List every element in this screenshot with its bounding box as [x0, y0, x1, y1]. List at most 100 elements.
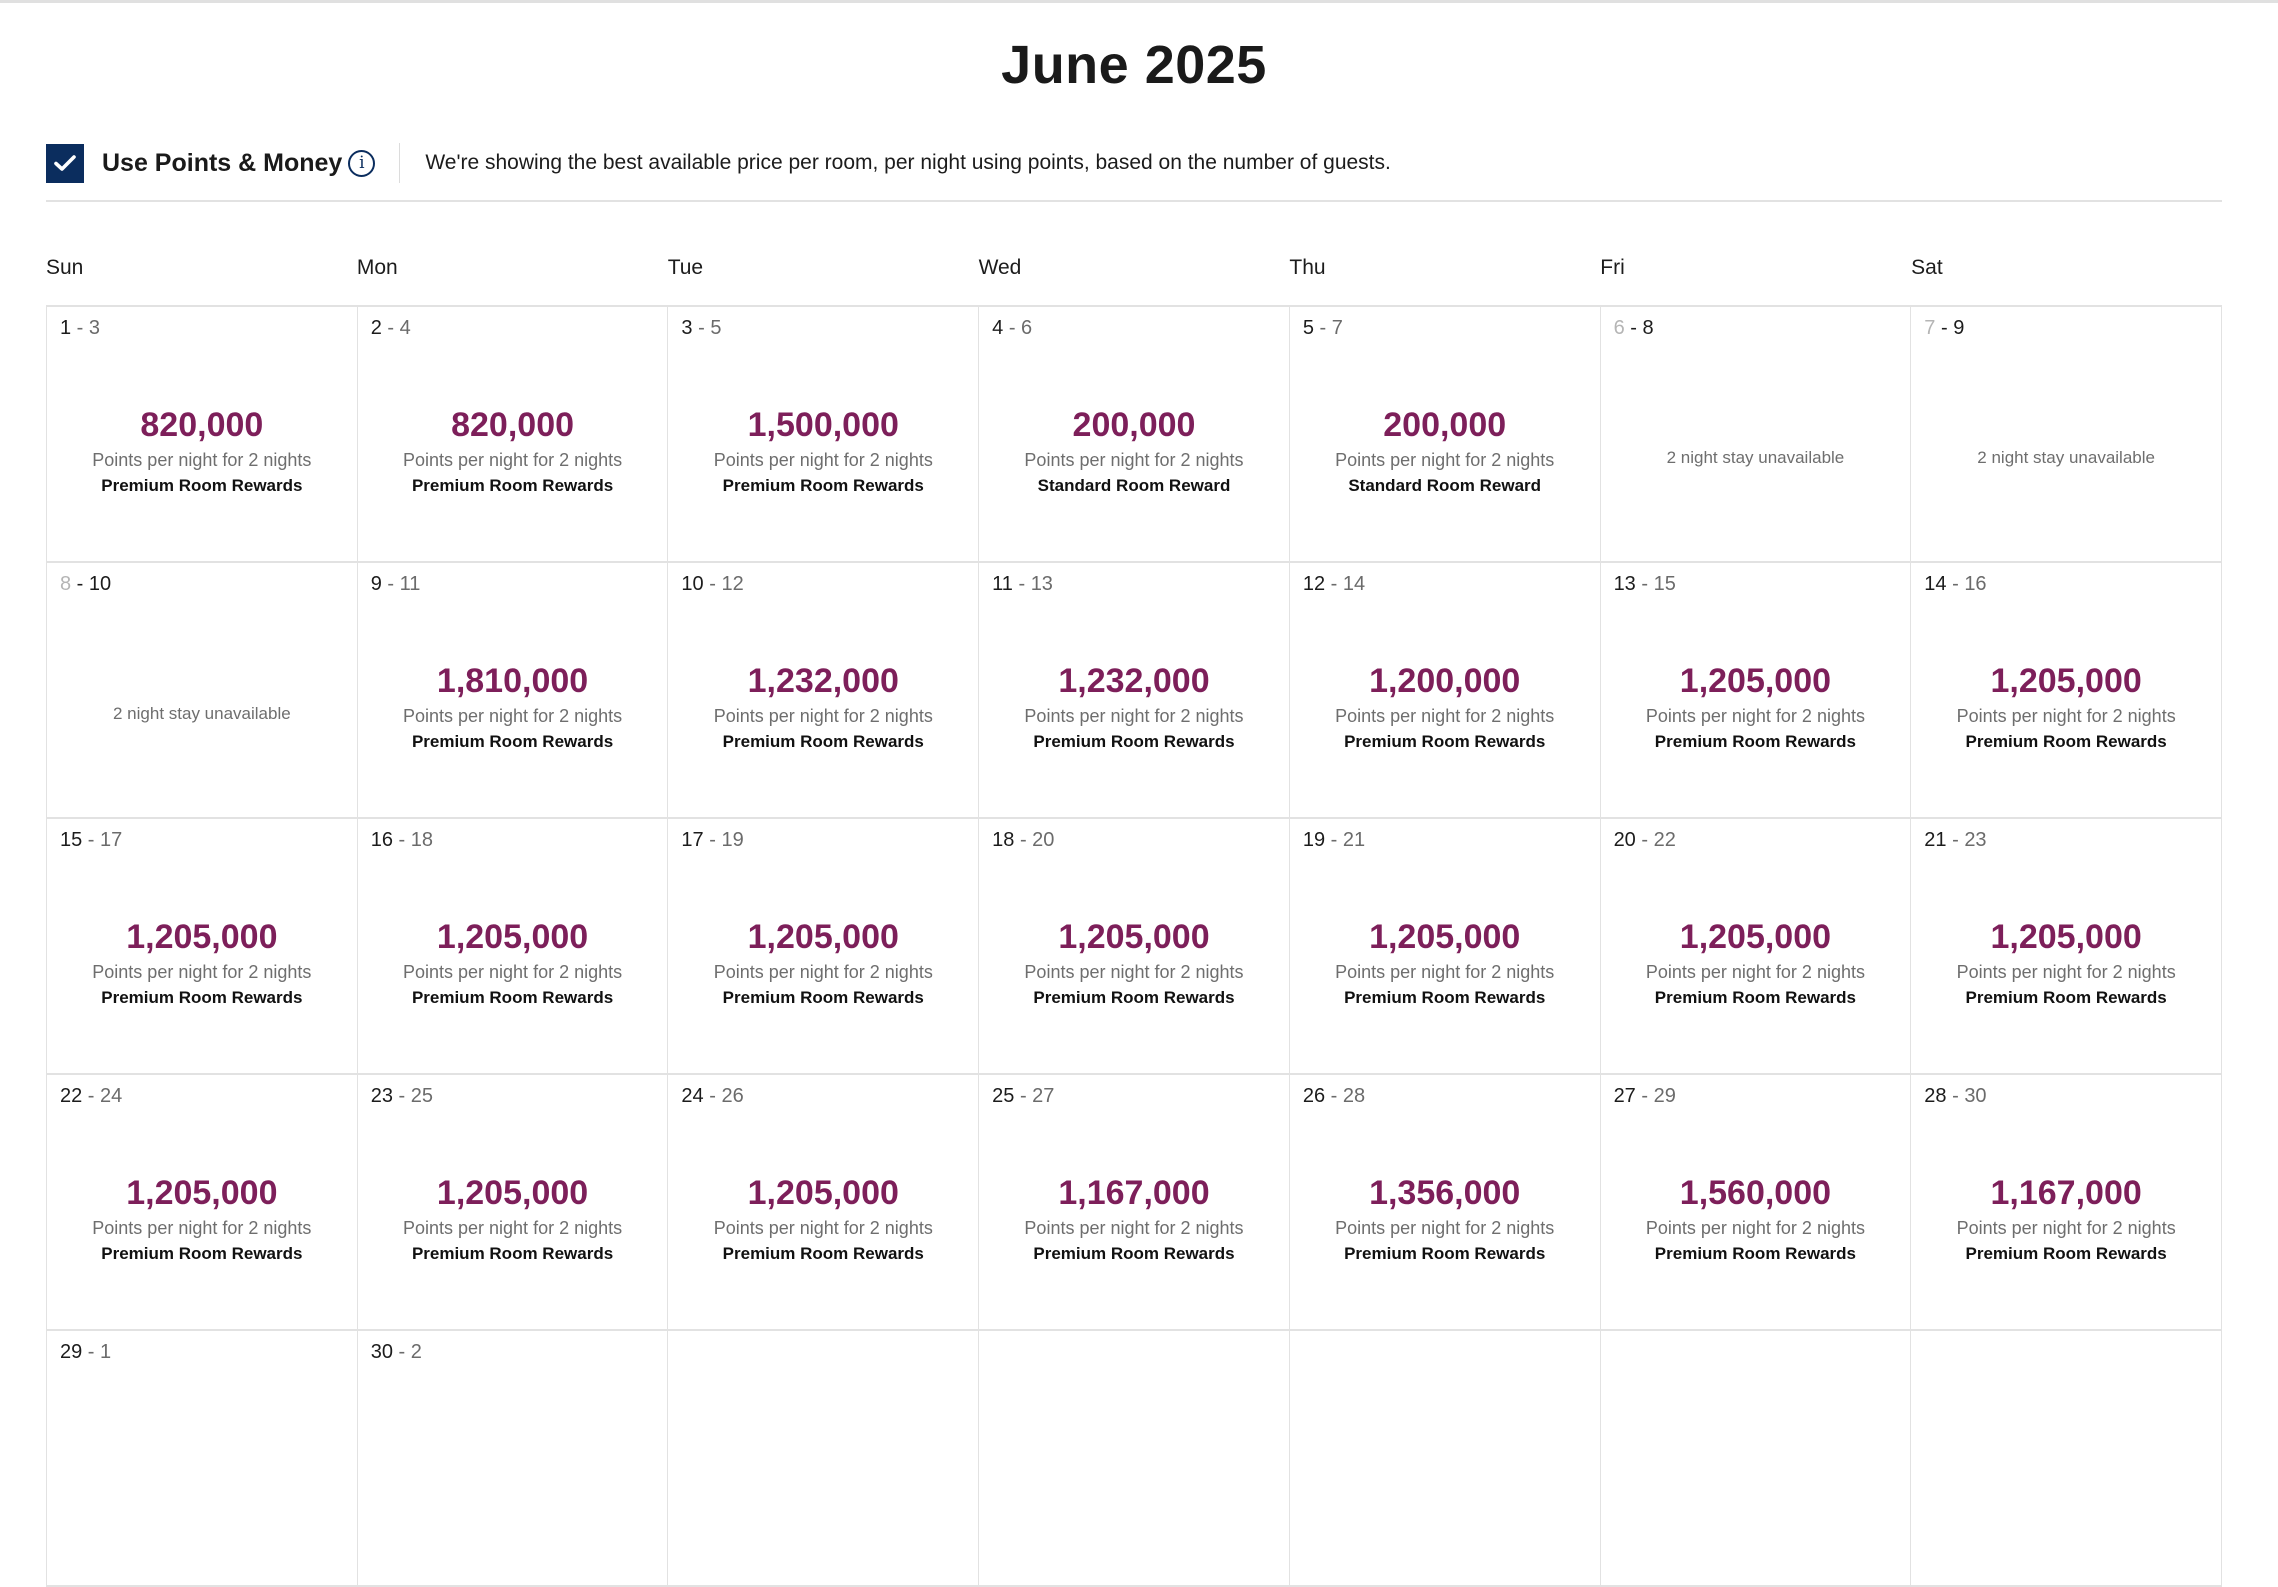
check-in-date: 23 [370, 1085, 393, 1107]
calendar-cell[interactable]: 10 - 12 1,232,000 Points per night for 2 n… [668, 563, 980, 819]
points-price: 1,560,000 [1679, 1174, 1832, 1212]
points-note: Points per night for 2 nights [1335, 706, 1555, 726]
check-out-date: 13 [1030, 573, 1053, 595]
stay-date-range: 4 - 6 [992, 317, 1032, 340]
calendar-cell[interactable]: 12 - 14 1,200,000 Points per night for 2 n… [1289, 563, 1601, 819]
room-type: Premium Room Rewards [1344, 1244, 1546, 1263]
check-in-date: 25 [992, 1085, 1015, 1107]
check-out-date: 3 [88, 317, 101, 339]
rate-info: 200,000 Points per night for 2 nights Stan… [979, 405, 1289, 497]
calendar-cell[interactable]: 15 - 17 1,205,000 Points per night for 2 n… [47, 819, 358, 1075]
calendar-cell[interactable]: 5 - 7 200,000 Points per night for 2 night… [1289, 307, 1601, 563]
calendar-cell[interactable]: 22 - 24 1,205,000 Points per night for 2 n… [47, 1075, 358, 1331]
room-type: Premium Room Rewards [722, 988, 924, 1007]
use-points-money-checkbox[interactable] [46, 143, 84, 183]
points-note: Points per night for 2 nights [1335, 962, 1555, 982]
points-price: 820,000 [140, 406, 264, 444]
calendar-cell[interactable]: 9 - 11 1,810,000 Points per night for 2 ni… [357, 563, 669, 819]
points-note: Points per night for 2 nights [1024, 706, 1244, 726]
calendar-cell-empty [979, 1331, 1290, 1587]
unavailable-message: 2 night stay unavailable [1666, 448, 1845, 467]
use-points-money-label[interactable]: Use Points & Money [102, 148, 343, 177]
date-separator: - [703, 829, 722, 851]
date-separator: - [71, 573, 89, 595]
date-separator: - [82, 829, 101, 851]
calendar-cell[interactable]: 3 - 5 1,500,000 Points per night for 2 nig… [668, 307, 980, 563]
calendar-cell[interactable]: 13 - 15 1,205,000 Points per night for 2 n… [1600, 563, 1912, 819]
calendar-cell[interactable]: 20 - 22 1,205,000 Points per night for 2 n… [1600, 819, 1912, 1075]
check-in-date: 12 [1302, 573, 1326, 595]
stay-date-range: 17 - 19 [681, 829, 743, 852]
rate-info: 1,232,000 Points per night for 2 nights Pr… [668, 661, 978, 753]
calendar-cell[interactable]: 27 - 29 1,560,000 Points per night for 2 n… [1600, 1075, 1912, 1331]
rate-info: 1,205,000 Points per night for 2 nights Pr… [1911, 917, 2221, 1009]
calendar-cell[interactable]: 18 - 20 1,205,000 Points per night for 2 n… [979, 819, 1290, 1075]
check-out-date: 28 [1342, 1085, 1366, 1107]
stay-date-range: 30 - 2 [371, 1341, 422, 1364]
room-type: Standard Room Reward [1037, 476, 1231, 495]
calendar-cell[interactable]: 4 - 6 200,000 Points per night for 2 night… [979, 307, 1290, 563]
points-price: 1,205,000 [747, 1174, 899, 1212]
check-in-date: 9 [370, 573, 382, 595]
points-note: Points per night for 2 nights [1956, 706, 2176, 726]
stay-date-range: 21 - 23 [1924, 829, 1986, 852]
calendar-cell[interactable]: 11 - 13 1,232,000 Points per night for 2 n… [979, 563, 1290, 819]
room-type: Premium Room Rewards [1344, 988, 1546, 1007]
check-in-date: 13 [1613, 573, 1636, 595]
divider [399, 143, 401, 183]
calendar-cell[interactable]: 14 - 16 1,205,000 Points per night for 2 n… [1911, 563, 2222, 819]
check-in-date: 2 [370, 317, 382, 339]
unavailable-message: 2 night stay unavailable [1977, 448, 2155, 467]
calendar-cell[interactable]: 30 - 2 [357, 1331, 669, 1587]
calendar-cell[interactable]: 17 - 19 1,205,000 Points per night for 2 n… [668, 819, 980, 1075]
calendar-cell[interactable]: 16 - 18 1,205,000 Points per night for 2 n… [357, 819, 669, 1075]
info-icon[interactable]: i [348, 149, 376, 177]
calendar-cell-unavailable[interactable]: 6 - 8 2 night stay unavailable [1600, 307, 1912, 563]
stay-date-range: 6 - 8 [1614, 317, 1654, 340]
stay-date-range: 22 - 24 [60, 1085, 122, 1108]
room-type: Premium Room Rewards [101, 476, 303, 495]
weekday-mon: Mon [356, 256, 398, 279]
calendar-cell[interactable]: 21 - 23 1,205,000 Points per night for 2 n… [1911, 819, 2222, 1075]
check-out-date: 8 [1642, 317, 1654, 339]
rate-info: 1,205,000 Points per night for 2 nights Pr… [47, 1173, 357, 1265]
checkmark-icon [54, 155, 76, 171]
calendar-cell[interactable]: 28 - 30 1,167,000 Points per night for 2 n… [1911, 1075, 2222, 1331]
points-price: 1,205,000 [126, 918, 278, 956]
top-border [0, 0, 2278, 3]
stay-date-range: 14 - 16 [1924, 573, 1986, 596]
month-title: June 2025 [1001, 35, 1267, 95]
check-in-date: 18 [992, 829, 1015, 851]
rate-info: 820,000 Points per night for 2 nights Prem… [47, 405, 357, 497]
date-separator: - [392, 1085, 411, 1107]
points-price: 1,167,000 [1058, 1174, 1210, 1212]
stay-date-range: 1 - 3 [60, 317, 100, 340]
points-price: 1,356,000 [1369, 1174, 1521, 1212]
check-in-date: 15 [60, 829, 83, 851]
calendar-cell-unavailable[interactable]: 8 - 10 2 night stay unavailable [47, 563, 358, 819]
check-out-date: 17 [100, 829, 123, 851]
calendar-cell[interactable]: 29 - 1 [47, 1331, 358, 1587]
stay-date-range: 11 - 13 [992, 573, 1053, 596]
rate-info: 1,205,000 Points per night for 2 nights Pr… [1290, 917, 1600, 1009]
calendar-cell[interactable]: 25 - 27 1,167,000 Points per night for 2 n… [979, 1075, 1290, 1331]
date-separator: - [381, 573, 400, 595]
check-out-date: 11 [399, 573, 421, 595]
points-note: Points per night for 2 nights [713, 450, 933, 470]
calendar-cell[interactable]: 1 - 3 820,000 Points per night for 2 night… [47, 307, 358, 563]
room-type: Premium Room Rewards [101, 1244, 303, 1263]
check-out-date: 25 [410, 1085, 433, 1107]
date-separator: - [1635, 573, 1654, 595]
stay-date-range: 8 - 10 [60, 573, 111, 596]
check-out-date: 24 [100, 1085, 123, 1107]
room-type: Premium Room Rewards [411, 476, 614, 495]
divider [46, 200, 2222, 202]
calendar-cell[interactable]: 23 - 25 1,205,000 Points per night for 2 n… [357, 1075, 669, 1331]
calendar-cell[interactable]: 24 - 26 1,205,000 Points per night for 2 n… [668, 1075, 980, 1331]
calendar-cell[interactable]: 2 - 4 820,000 Points per night for 2 night… [357, 307, 669, 563]
calendar-cell[interactable]: 19 - 21 1,205,000 Points per night for 2 n… [1289, 819, 1601, 1075]
check-in-date: 8 [60, 573, 72, 595]
check-out-date: 10 [88, 573, 112, 595]
calendar-cell-unavailable[interactable]: 7 - 9 2 night stay unavailable [1911, 307, 2222, 563]
calendar-cell[interactable]: 26 - 28 1,356,000 Points per night for 2 n… [1289, 1075, 1601, 1331]
